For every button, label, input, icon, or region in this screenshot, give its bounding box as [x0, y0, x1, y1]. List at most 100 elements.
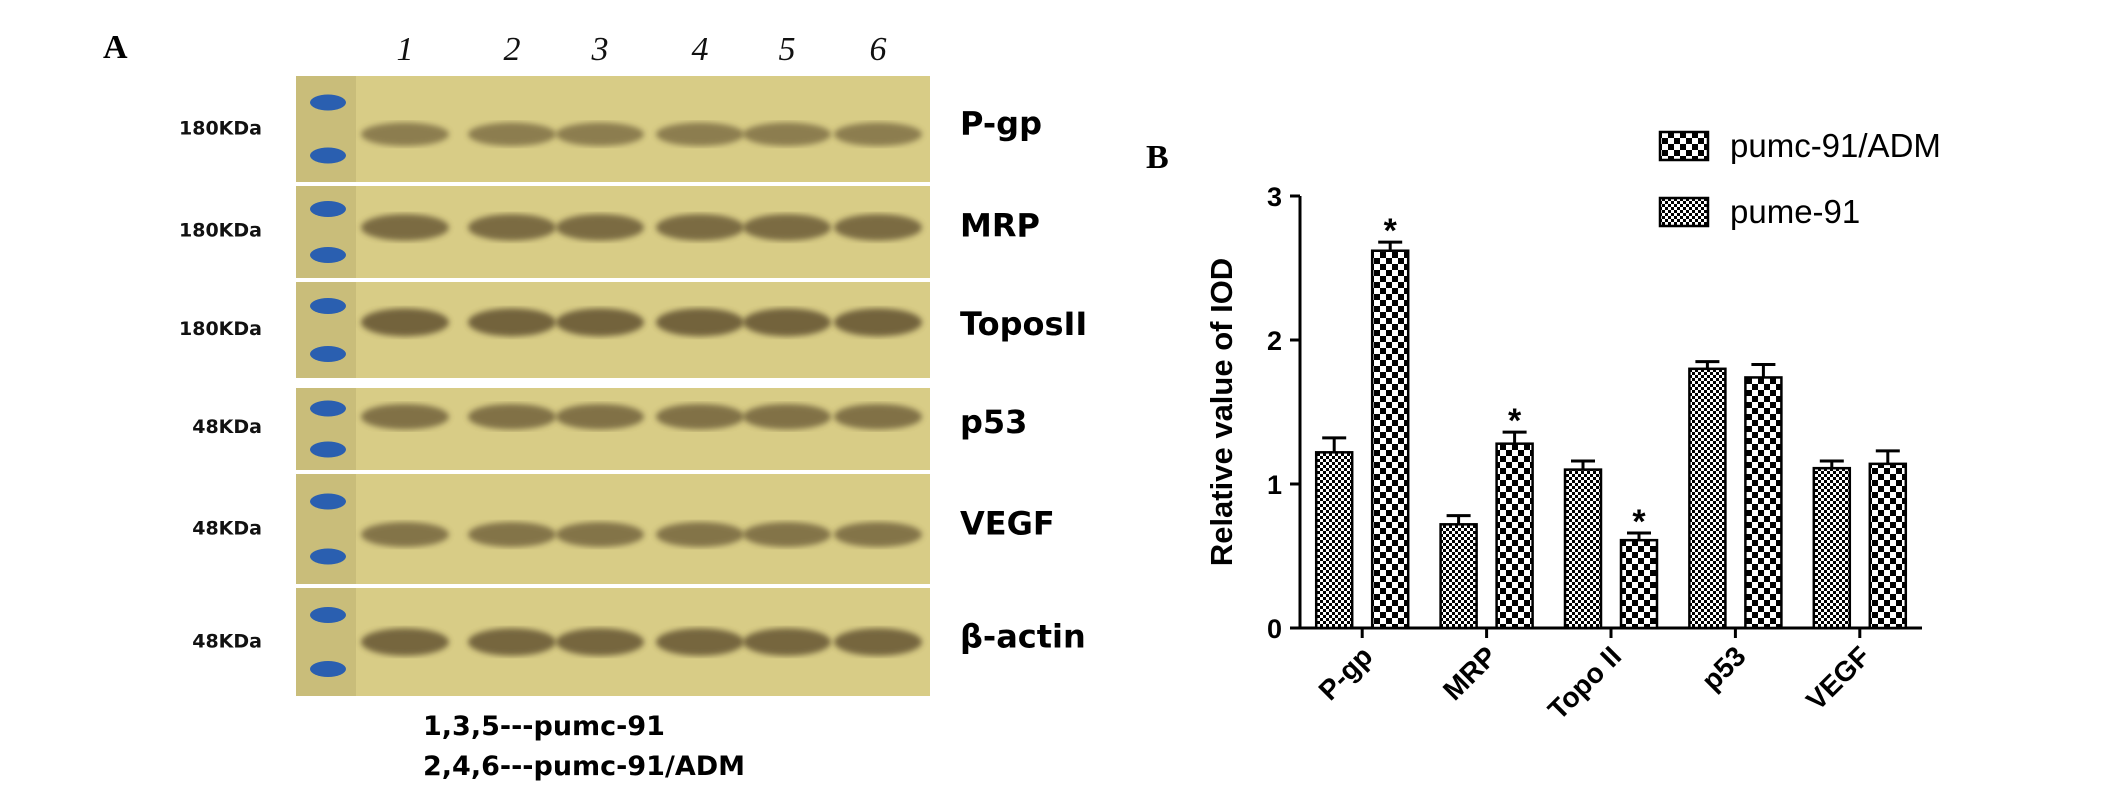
band-lane-4 [656, 214, 744, 241]
band-lane-5 [743, 628, 831, 656]
ladder-band [310, 400, 346, 417]
band-lane-3 [556, 122, 644, 147]
blot-vegf: 48KDa VEGF [192, 474, 1055, 584]
protein-label-p53: p53 [960, 403, 1027, 441]
band-lane-6 [834, 403, 922, 430]
band-lane-3 [556, 403, 644, 430]
caption-pumc-91-adm: 2,4,6---pumc-91/ADM [423, 751, 745, 782]
ladder-band [310, 607, 346, 623]
blot-p53: 48KDa p53 [192, 388, 1027, 470]
band-lane-4 [656, 122, 744, 147]
band-lane-2 [468, 122, 556, 147]
band-lane-2 [468, 522, 556, 547]
band-lane-6 [834, 628, 922, 656]
lane-number-6: 6 [870, 31, 887, 68]
blot-mrp: 180KDa MRP [179, 186, 1040, 278]
band-lane-1 [361, 122, 449, 147]
y-tick-label-2: 2 [1267, 326, 1282, 356]
ladder-band [310, 94, 346, 111]
bar-vegf-pumc-91-adm [1868, 462, 1908, 630]
bar-p53-pumc-91-adm [1744, 376, 1783, 630]
significance-star-p-gp: * [1384, 212, 1398, 250]
marker-lane [296, 282, 356, 378]
protein-label-p-gp: P-gp [960, 104, 1042, 142]
marker-lane [296, 76, 356, 182]
marker-label: 48KDa [192, 416, 262, 438]
panel-b-letter: B [1146, 139, 1169, 176]
x-tick-label-p53: p53 [1696, 640, 1752, 696]
marker-label: 180KDa [179, 318, 262, 340]
band-lane-5 [743, 122, 831, 147]
ladder-band [310, 147, 346, 164]
significance-star-mrp: * [1508, 402, 1522, 440]
lane-number-5: 5 [779, 31, 796, 68]
band-lane-4 [656, 628, 744, 656]
band-lane-2 [468, 214, 556, 241]
x-tick-label-topo-ii: Topo II [1542, 640, 1627, 725]
x-tick-label-mrp: MRP [1437, 640, 1503, 706]
band-lane-6 [834, 308, 922, 337]
band-lane-1 [361, 308, 449, 337]
band-lane-3 [556, 308, 644, 337]
y-axis-label: Relative value of IOD [1204, 258, 1239, 566]
marker-lane [296, 186, 356, 278]
legend-label-pume-91: pume-91 [1730, 193, 1860, 230]
bar-topo-ii-pumc-91-adm [1619, 538, 1659, 630]
bar-topo-ii-pume-91 [1563, 468, 1603, 630]
y-tick-label-0: 0 [1267, 614, 1282, 644]
marker-lane [296, 474, 356, 584]
legend: pumc-91/ADM pume-91 [1658, 127, 1941, 230]
ladder-band [310, 661, 346, 677]
x-tick-label-vegf: VEGF [1800, 640, 1876, 716]
band-lane-4 [656, 403, 744, 430]
protein-label-actin: β-actin [960, 617, 1086, 655]
marker-lane [296, 388, 356, 470]
bar-p-gp-pume-91 [1314, 451, 1354, 630]
lane-number-2: 2 [504, 31, 521, 68]
bar-mrp-pume-91 [1439, 523, 1478, 630]
y-tick-label-3: 3 [1267, 182, 1282, 212]
x-tick-label-p-gp: P-gp [1313, 640, 1379, 706]
bar-p53-pume-91 [1688, 367, 1727, 630]
band-lane-4 [656, 522, 744, 547]
blot-toposii: 180KDa ToposII [179, 282, 1087, 378]
lane-number-4: 4 [692, 31, 709, 68]
legend-label-pumc-91-adm: pumc-91/ADM [1730, 127, 1941, 164]
significance-star-topo-ii: * [1632, 503, 1646, 541]
marker-label: 180KDa [179, 220, 262, 242]
band-lane-3 [556, 214, 644, 241]
legend-swatch-pume-91 [1658, 196, 1710, 228]
band-lane-2 [468, 628, 556, 656]
protein-label-vegf: VEGF [960, 505, 1055, 543]
band-lane-6 [834, 214, 922, 241]
ladder-band [310, 247, 346, 263]
western-blots: 180KDa P-gp 180KDa MRP 180KDa ToposII 48KDa p53… [179, 76, 1087, 696]
blot-actin: 48KDa β-actin [192, 588, 1086, 696]
band-lane-1 [361, 628, 449, 656]
ladder-band [310, 548, 346, 565]
y-tick-label-1: 1 [1267, 470, 1282, 500]
ladder-band [310, 346, 346, 362]
legend-swatch-pumc-91-adm [1658, 130, 1710, 162]
protein-label-mrp: MRP [960, 207, 1040, 245]
ladder-band [310, 493, 346, 510]
lane-number-1: 1 [397, 31, 414, 68]
marker-lane [296, 588, 356, 696]
marker-label: 48KDa [192, 518, 262, 540]
protein-label-toposii: ToposII [960, 305, 1087, 343]
ladder-band [310, 441, 346, 458]
band-lane-1 [361, 403, 449, 430]
band-lane-1 [361, 214, 449, 241]
bar-vegf-pume-91 [1812, 466, 1852, 630]
band-lane-3 [556, 628, 644, 656]
band-lane-5 [743, 214, 831, 241]
bar-p-gp-pumc-91-adm [1370, 249, 1410, 630]
bar-mrp-pumc-91-adm [1495, 442, 1534, 630]
ladder-band [310, 201, 346, 217]
ladder-band [310, 298, 346, 314]
blot-membrane [296, 388, 930, 470]
band-lane-2 [468, 403, 556, 430]
band-lane-2 [468, 308, 556, 337]
bar-chart: 0 1 2 3 Relative value of IOD P-gp MRP Topo II p… [1204, 127, 1941, 726]
